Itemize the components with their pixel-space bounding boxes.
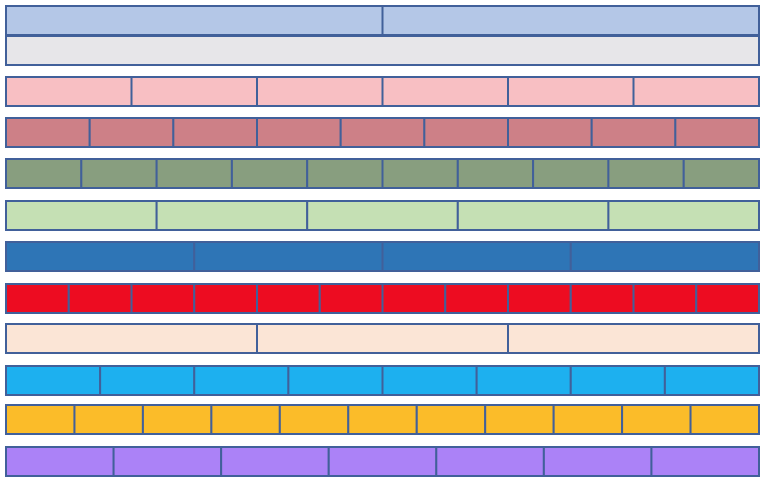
strip-segment (423, 117, 510, 148)
strip-segment (193, 283, 258, 314)
strip-segment (569, 365, 666, 396)
strip-segment (532, 158, 610, 189)
strip-segment (663, 365, 760, 396)
strip-segment (5, 283, 70, 314)
strip-segment (5, 117, 91, 148)
strip-segment (507, 323, 760, 354)
strip-segment (155, 158, 233, 189)
strip-segment (5, 446, 115, 477)
strip-segment (155, 200, 309, 231)
strip-segment (287, 365, 384, 396)
strip-segment (5, 200, 158, 231)
strip-segment (306, 158, 384, 189)
strip-segment (99, 365, 196, 396)
strip-segment (475, 365, 572, 396)
strip-segment (507, 283, 572, 314)
strip-segment (621, 404, 692, 435)
strip-segment (327, 446, 438, 477)
strip-segment (5, 158, 83, 189)
strip-segment (5, 404, 76, 435)
strip-segment (632, 283, 698, 314)
strip-segment (682, 158, 761, 189)
strip-segment (306, 200, 459, 231)
strip-segment (590, 117, 677, 148)
strip-segment (507, 76, 635, 107)
strip-segment (552, 404, 624, 435)
strip-segment (689, 404, 761, 435)
strip-segment (73, 404, 144, 435)
strip-segment (88, 117, 175, 148)
strip-segment (607, 158, 685, 189)
strip-segment (5, 76, 133, 107)
strip-segment (444, 283, 509, 314)
strip-segment (318, 283, 384, 314)
strip-segment (112, 446, 223, 477)
strip-segment (415, 404, 487, 435)
strip-segment (674, 117, 760, 148)
strip-segment (542, 446, 653, 477)
strip-segment (67, 283, 133, 314)
strip-segment (5, 323, 258, 354)
strip-segment (278, 404, 350, 435)
strip-segment (220, 446, 330, 477)
strip-segment (230, 158, 309, 189)
strip-segment (5, 35, 760, 66)
strip-segment (381, 76, 509, 107)
strip-segment (381, 241, 572, 272)
strip-segment (381, 5, 760, 36)
strip-segment (484, 404, 555, 435)
strip-segment (172, 117, 258, 148)
strip-segment (381, 158, 459, 189)
strip-segment (5, 241, 196, 272)
strip-segment (695, 283, 760, 314)
strip-segment (193, 365, 290, 396)
strip-segment (650, 446, 761, 477)
strip-segment (381, 283, 447, 314)
strip-segment (130, 76, 258, 107)
strip-segment (210, 404, 281, 435)
strip-segment (507, 117, 593, 148)
strip-segment (435, 446, 545, 477)
strip-segment (193, 241, 384, 272)
strip-segment (256, 323, 509, 354)
strip-segment (256, 283, 321, 314)
strip-segment (80, 158, 158, 189)
strip-segment (130, 283, 196, 314)
strip-segment (5, 365, 102, 396)
strip-segment (5, 5, 384, 36)
strip-segment (256, 76, 384, 107)
strip-segment (456, 200, 610, 231)
strip-segment (256, 117, 342, 148)
strip-segment (381, 365, 478, 396)
strip-segment (632, 76, 760, 107)
strip-segment (456, 158, 535, 189)
strip-segment (569, 283, 635, 314)
strip-segment (347, 404, 418, 435)
strip-segment (141, 404, 213, 435)
strip-segment (569, 241, 760, 272)
strip-segment (339, 117, 426, 148)
strip-segment (607, 200, 761, 231)
